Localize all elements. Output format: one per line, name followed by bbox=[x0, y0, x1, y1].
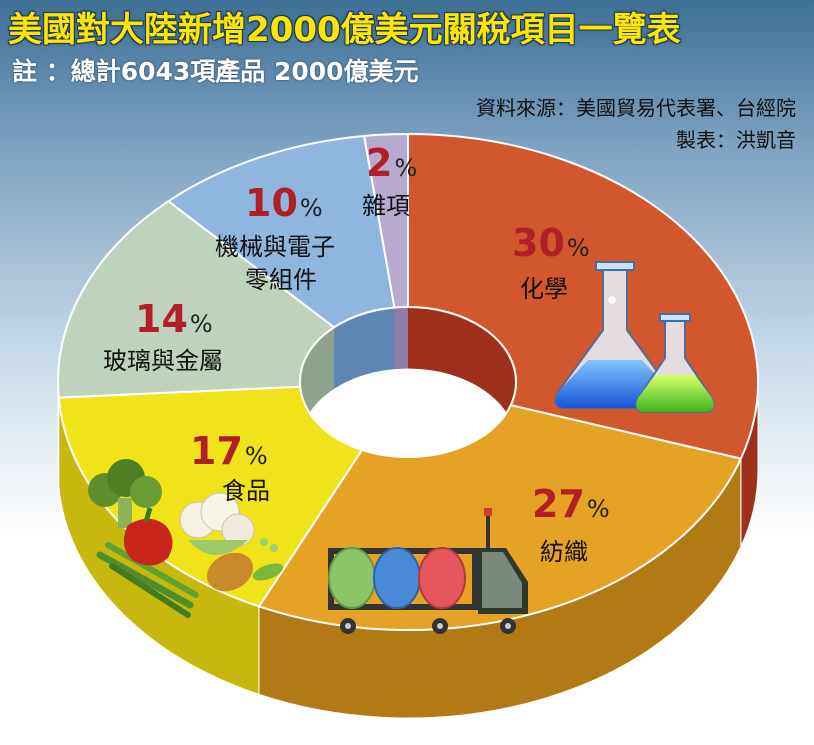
source-credit: 資料來源：美國貿易代表署、台經院 bbox=[476, 96, 796, 120]
donut-hole bbox=[300, 307, 516, 457]
category-label: 玻璃與金屬 bbox=[103, 347, 223, 375]
pct-value: 14 bbox=[135, 297, 188, 341]
category-label: 化學 bbox=[520, 275, 568, 303]
svg-text:17%: 17% bbox=[190, 429, 268, 473]
slice-glass-metal-inner-wall bbox=[300, 327, 335, 444]
pct-value: 2 bbox=[366, 141, 392, 185]
slice-label-misc: 2% 雜項 bbox=[362, 141, 417, 220]
category-label: 食品 bbox=[222, 477, 270, 505]
donut-hole-floor bbox=[300, 368, 516, 457]
slice-label-glass-metal: 14% 玻璃與金屬 bbox=[103, 297, 223, 375]
svg-text:14%: 14% bbox=[135, 297, 213, 341]
slice-label-food: 17% 食品 bbox=[190, 429, 270, 505]
category-label: 紡織 bbox=[540, 538, 588, 566]
pct-value: 10 bbox=[245, 181, 298, 225]
slice-misc-inner-wall bbox=[394, 307, 408, 370]
svg-text:2%: 2% bbox=[366, 141, 417, 185]
category-label: 雜項 bbox=[362, 192, 410, 220]
slice-label-textile: 27% 紡織 bbox=[532, 482, 610, 566]
pct-value: 30 bbox=[512, 221, 565, 265]
yarn-cart-icon bbox=[328, 508, 528, 634]
pct-value: 27 bbox=[532, 482, 585, 526]
maker-credit: 製表：洪凱音 bbox=[676, 128, 796, 152]
slice-label-machinery: 10% 機械與電子 零組件 bbox=[215, 181, 335, 294]
flask-icon bbox=[554, 261, 715, 413]
svg-text:30%: 30% bbox=[512, 221, 590, 265]
slice-machinery-inner-wall bbox=[334, 307, 395, 389]
pct-value: 17 bbox=[190, 429, 243, 473]
category-label: 機械與電子 bbox=[215, 233, 335, 261]
slice-chemistry-inner-wall bbox=[408, 307, 516, 444]
donut-hole-rim bbox=[299, 306, 517, 458]
chart-note: 註 ：總計6043項產品 2000億美元 bbox=[12, 57, 419, 86]
category-label-line2: 零組件 bbox=[245, 266, 317, 294]
vegetables-icon bbox=[88, 459, 284, 618]
slice-label-chemistry: 30% 化學 bbox=[512, 221, 590, 303]
svg-text:27%: 27% bbox=[532, 482, 610, 526]
svg-text:10%: 10% bbox=[245, 181, 323, 225]
chart-title: 美國對大陸新增2000億美元關稅項目一覽表 bbox=[8, 10, 681, 50]
